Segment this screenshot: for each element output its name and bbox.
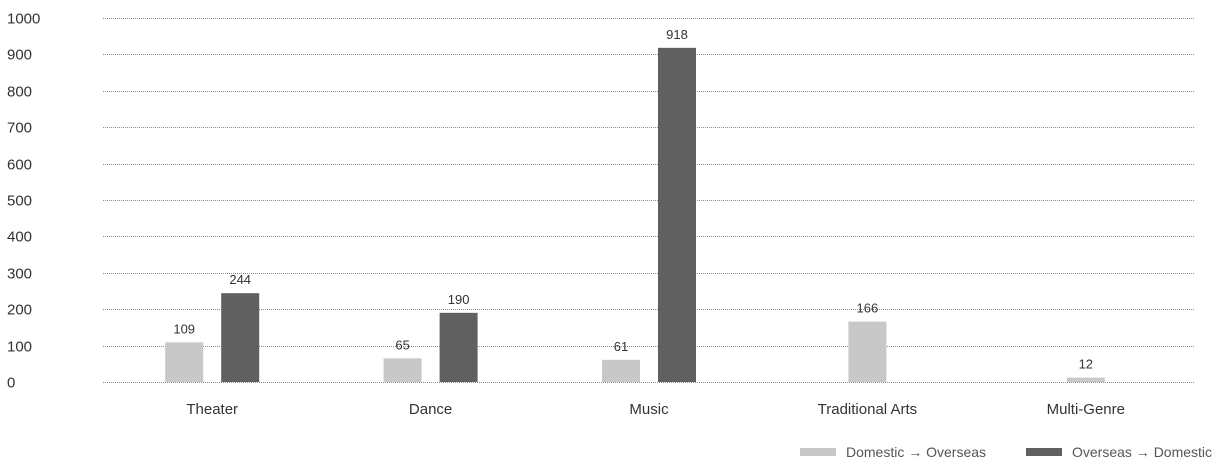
x-axis-categories: Theater Dance Music Traditional Arts Multi-G… [186, 401, 1125, 418]
data-label: 12 [1079, 357, 1093, 372]
bars [165, 47, 1105, 383]
category-label: Dance [409, 401, 452, 418]
data-labels: 109 244 65 190 61 918 166 12 [173, 27, 1093, 372]
category-label: Traditional Arts [818, 401, 918, 418]
legend-swatch [1026, 448, 1062, 456]
legend-label: Domestic → Overseas [846, 444, 986, 460]
data-label: 109 [173, 321, 195, 336]
bar [848, 321, 887, 382]
y-tick-label: 600 [7, 157, 32, 174]
category-label: Multi-Genre [1047, 401, 1125, 418]
y-tick-label: 500 [7, 193, 32, 210]
data-label: 244 [229, 272, 251, 287]
y-tick-label: 300 [7, 266, 32, 283]
y-tick-label: 400 [7, 229, 32, 246]
category-label: Music [629, 401, 669, 418]
legend-label: Overseas → Domestic [1072, 444, 1212, 460]
bar [602, 359, 640, 382]
data-label: 918 [666, 27, 688, 42]
bar [383, 358, 422, 382]
gridlines [103, 18, 1195, 383]
category-label: Theater [186, 401, 238, 418]
data-label: 190 [448, 292, 470, 307]
y-tick-label: 1000 [7, 11, 40, 28]
legend: Domestic → Overseas Overseas → Domestic [800, 444, 1212, 460]
y-tick-label: 800 [7, 84, 32, 101]
y-tick-label: 200 [7, 302, 32, 319]
data-label: 61 [614, 339, 628, 354]
data-label: 166 [857, 301, 879, 316]
y-axis-ticks: 0 100 200 300 400 500 600 700 800 900 1000 [7, 11, 40, 392]
bar [221, 293, 260, 382]
y-tick-label: 0 [7, 375, 15, 392]
bar [165, 342, 204, 382]
bar [439, 312, 478, 382]
data-label: 65 [395, 337, 409, 352]
bar [658, 47, 696, 383]
y-tick-label: 700 [7, 120, 32, 137]
y-tick-label: 100 [7, 339, 32, 356]
y-tick-label: 900 [7, 47, 32, 64]
bar [1066, 377, 1105, 382]
legend-swatch [800, 448, 836, 456]
